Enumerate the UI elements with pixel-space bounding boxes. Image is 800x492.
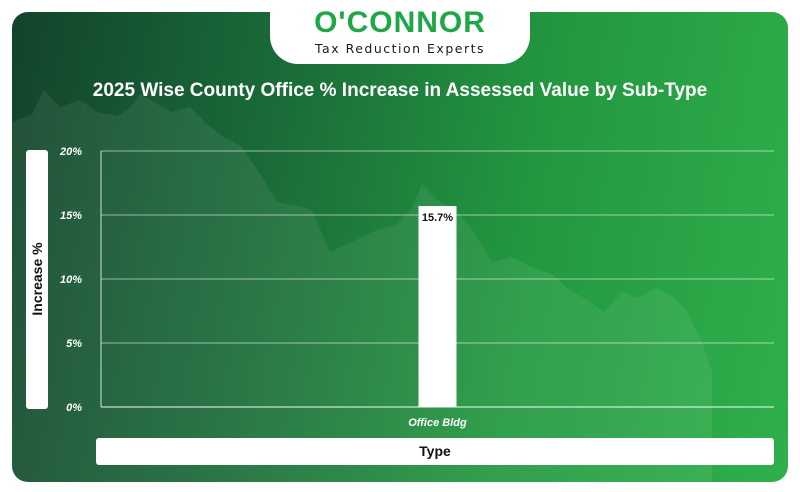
chart-card xyxy=(12,12,788,482)
y-tick-label: 20% xyxy=(59,146,82,158)
bar xyxy=(418,206,457,407)
x-axis-label: Type xyxy=(96,438,774,465)
background-mountain-silhouette xyxy=(12,90,712,482)
x-tick-label: Office Bldg xyxy=(408,417,467,429)
y-tick-label: 10% xyxy=(60,274,82,286)
y-axis-label-box xyxy=(26,150,48,409)
brand-tagline: Tax Reduction Experts xyxy=(314,41,486,56)
y-axis-ticks: 0% 5% 10% 15% 20% xyxy=(59,146,82,414)
brand-name: O'CONNOR xyxy=(314,6,486,39)
x-axis-ticks: Office Bldg xyxy=(408,417,467,429)
bars: 15.7% xyxy=(418,206,457,407)
y-tick-label: 0% xyxy=(66,402,82,414)
y-tick-label: 15% xyxy=(60,210,82,222)
brand-logo: O'CONNOR Tax Reduction Experts xyxy=(270,0,530,64)
bar-value-label: 15.7% xyxy=(422,212,453,224)
chart-title: 2025 Wise County Office % Increase in As… xyxy=(92,80,708,101)
y-tick-label: 5% xyxy=(66,338,82,350)
